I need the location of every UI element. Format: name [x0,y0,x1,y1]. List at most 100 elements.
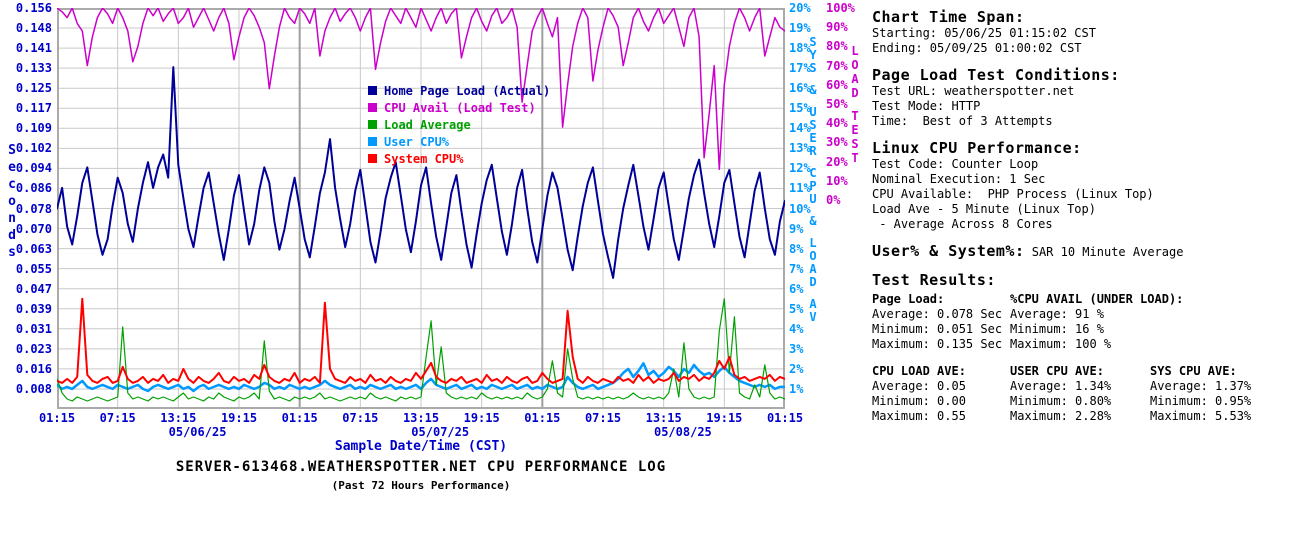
legend-label: System CPU% [384,151,464,166]
vertical-label-char: A [851,72,859,86]
vertical-label-char: & [809,214,817,228]
vertical-label-char: s [8,245,16,260]
vertical-label-char: A [809,262,817,276]
results-column-heading: CPU LOAD AVE: [872,364,966,378]
results-value-line: Average: 0.078 Sec [872,307,1003,321]
x-axis-tick-label: 13:15 [160,411,197,425]
y-axis-label-seconds: 0.125 [15,81,52,96]
chart-svg [55,7,787,409]
y-axis-label-load-test-pct: 100% [826,1,855,15]
info-section-heading: User% & System%: SAR 10 Minute Average [872,242,1184,260]
results-column-heading: Page Load: [872,292,945,306]
results-value-line: Average: 91 % [1010,307,1104,321]
y-axis-label-cpu-pct: 7% [789,261,804,276]
results-value-line: Maximum: 100 % [1010,337,1112,351]
y-axis-label-cpu-pct: 14% [789,121,811,136]
x-axis-tick-label: 13:15 [402,411,440,425]
results-value-line: Maximum: 0.135 Sec [872,337,1003,351]
vertical-label-char: D [851,86,859,100]
results-value-line: Average: 0.05 [872,379,966,393]
info-section-heading: Page Load Test Conditions: [872,66,1120,84]
info-line: Ending: 05/09/25 01:00:02 CST [872,41,1082,55]
vertical-label-char: S [851,137,859,151]
vertical-label-char: U [809,105,817,119]
series-system-cpu- [56,297,786,384]
vertical-label-char: E [809,131,817,145]
series-home-page-load-actual- [56,66,786,279]
vertical-label-char: A [809,297,817,311]
y-axis-label-seconds: 0.016 [15,361,52,376]
y-axis-label-load-test-pct: 80% [826,39,848,54]
y-axis-label-seconds: 0.109 [15,121,52,136]
x-axis-date-label: 05/08/25 [653,425,712,439]
vertical-label-char: E [851,123,859,137]
vertical-label-char: e [8,160,16,175]
results-column-heading: USER CPU AVE: [1010,364,1104,378]
vertical-label-char: S [809,61,817,75]
y-axis-label-seconds: 0.148 [15,21,52,36]
y-axis-label-load-test-pct: 70% [826,58,848,73]
vertical-label-char: D [809,275,817,289]
info-line: Test Mode: HTTP [872,99,981,113]
results-value-line: Average: 1.34% [1010,379,1112,393]
info-line: - Average Across 8 Cores [872,217,1053,231]
vertical-label-char: L [809,236,817,250]
results-value-line: Minimum: 0.00 [872,394,966,408]
y-axis-label-cpu-pct: 2% [789,361,804,376]
y-axis-label-seconds: 0.078 [15,201,52,216]
vertical-label-char: O [809,249,817,263]
x-axis-tick-label: 07:15 [584,411,622,425]
x-axis-tick-label: 01:15 [281,411,318,425]
y-axis-label-seconds: 0.055 [15,261,52,276]
y-axis-label-load-test-pct: 10% [826,173,848,188]
legend-swatch-icon [368,154,377,163]
y-axis-label-cpu-pct: 19% [789,21,811,36]
y-axis-label-cpu-pct: 16% [789,81,811,96]
x-axis-title: Sample Date/Time (CST) [334,439,508,454]
series-load-average [56,298,786,402]
vertical-label-char: T [851,151,859,165]
legend-label: CPU Avail (Load Test) [384,100,536,115]
x-axis-tick-label: 01:15 [38,411,76,425]
results-value-line: Average: 1.37% [1150,379,1252,393]
y-axis-label-seconds: 0.156 [15,1,52,15]
legend-item: CPU Avail (Load Test) [368,99,550,116]
y-axis-label-seconds: 0.117 [15,101,52,116]
x-axis-tick-label: 01:15 [766,411,804,425]
y-axis-label-load-test-pct: 40% [826,116,848,131]
y-axis-label-load-test-pct: 60% [826,77,848,92]
legend-swatch-icon [368,103,377,112]
info-section-heading: Test Results: [872,271,996,289]
y-axis-label-cpu-pct: 9% [789,221,804,236]
results-group: Page Load: Average: 0.078 Sec Minimum: 0.0… [872,292,1296,352]
vertical-label-char: P [809,179,817,193]
vertical-label-char: V [809,310,817,324]
vertical-label-char: n [8,211,16,226]
info-line: Load Ave - 5 Minute (Linux Top) [872,202,1096,216]
results-column-heading: %CPU AVAIL (UNDER LOAD): [1010,292,1184,306]
y-axis-label-cpu-pct: 11% [789,181,811,196]
vertical-label-char: Y [809,48,817,62]
y-axis-label-cpu-pct: 1% [789,381,804,396]
vertical-label-char: & [809,83,817,97]
y-axis-label-seconds: 0.031 [15,321,52,336]
legend-item: Home Page Load (Actual) [368,82,550,99]
y-axis-label-cpu-pct: 10% [789,201,811,216]
vertical-label-char: S [809,35,817,49]
legend-label: Load Average [384,117,471,132]
results-value-line: Maximum: 0.55 [872,409,966,423]
results-column: %CPU AVAIL (UNDER LOAD): Average: 91 % Min… [1010,292,1296,352]
vertical-label-char: U [809,192,817,206]
results-column-heading: SYS CPU AVE: [1150,364,1237,378]
series-user-cpu- [55,362,787,393]
y-axis-label-seconds: 0.047 [15,281,52,296]
chart-subtitle: (Past 72 Hours Performance) [331,479,511,492]
series-cpu-avail-load-test- [56,7,786,171]
y-axis-label-cpu-pct: 13% [789,141,811,156]
y-axis-label-seconds: 0.133 [15,61,52,76]
y-axis-label-seconds: 0.086 [15,181,52,196]
info-line: Test Code: Counter Loop [872,157,1039,171]
y-axis-label-load-test-pct: 90% [826,20,848,35]
